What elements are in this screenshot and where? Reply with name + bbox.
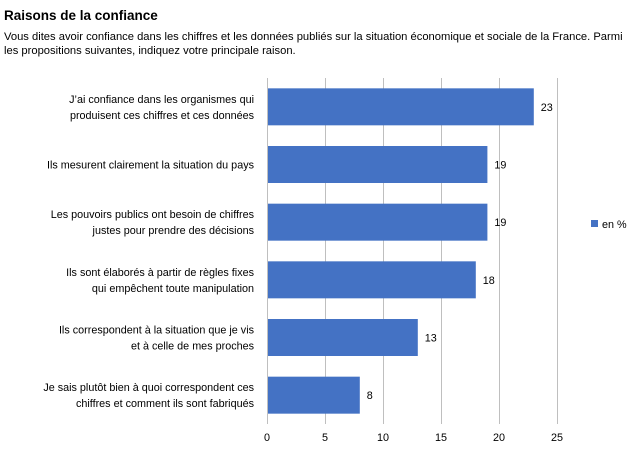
- category-label: J’ai confiance dans les organismes qui: [69, 94, 254, 106]
- legend-swatch: [591, 220, 598, 227]
- category-label: Ils mesurent clairement la situation du …: [47, 160, 255, 172]
- category-label: chiffres et comment ils sont fabriqués: [76, 398, 255, 410]
- x-tick-label: 10: [377, 432, 389, 444]
- x-tick-label: 20: [493, 432, 505, 444]
- category-label: Je sais plutôt bien à quoi correspondent…: [43, 382, 254, 394]
- chart-subtitle: Vous dites avoir confiance dans les chif…: [4, 31, 623, 57]
- x-tick-label: 25: [551, 432, 563, 444]
- data-label: 8: [367, 390, 373, 402]
- bar: [268, 146, 488, 183]
- category-label: Les pouvoirs publics ont besoin de chiff…: [51, 209, 255, 221]
- data-label: 23: [541, 102, 553, 114]
- chart-title: Raisons de la confiance: [4, 8, 158, 23]
- data-label: 19: [494, 160, 506, 172]
- category-label: et à celle de mes proches: [131, 341, 255, 353]
- bar: [268, 376, 360, 414]
- legend-label: en %: [602, 219, 627, 231]
- bar: [268, 261, 476, 299]
- data-label: 18: [483, 275, 495, 287]
- category-label: produisent ces chiffres et ces données: [70, 110, 255, 122]
- x-tick-label: 0: [264, 432, 270, 444]
- category-label: Ils correspondent à la situation que je …: [59, 325, 255, 337]
- x-tick-label: 15: [435, 432, 447, 444]
- x-tick-label: 5: [322, 432, 328, 444]
- bar: [268, 319, 418, 356]
- data-label: 19: [494, 217, 506, 229]
- category-label: Ils sont élaborés à partir de règles fix…: [66, 267, 254, 279]
- bar: [268, 88, 534, 126]
- category-label: justes pour prendre des décisions: [92, 225, 255, 237]
- category-label: qui empêchent toute manipulation: [92, 283, 254, 295]
- data-label: 13: [425, 333, 437, 345]
- bar: [268, 203, 488, 241]
